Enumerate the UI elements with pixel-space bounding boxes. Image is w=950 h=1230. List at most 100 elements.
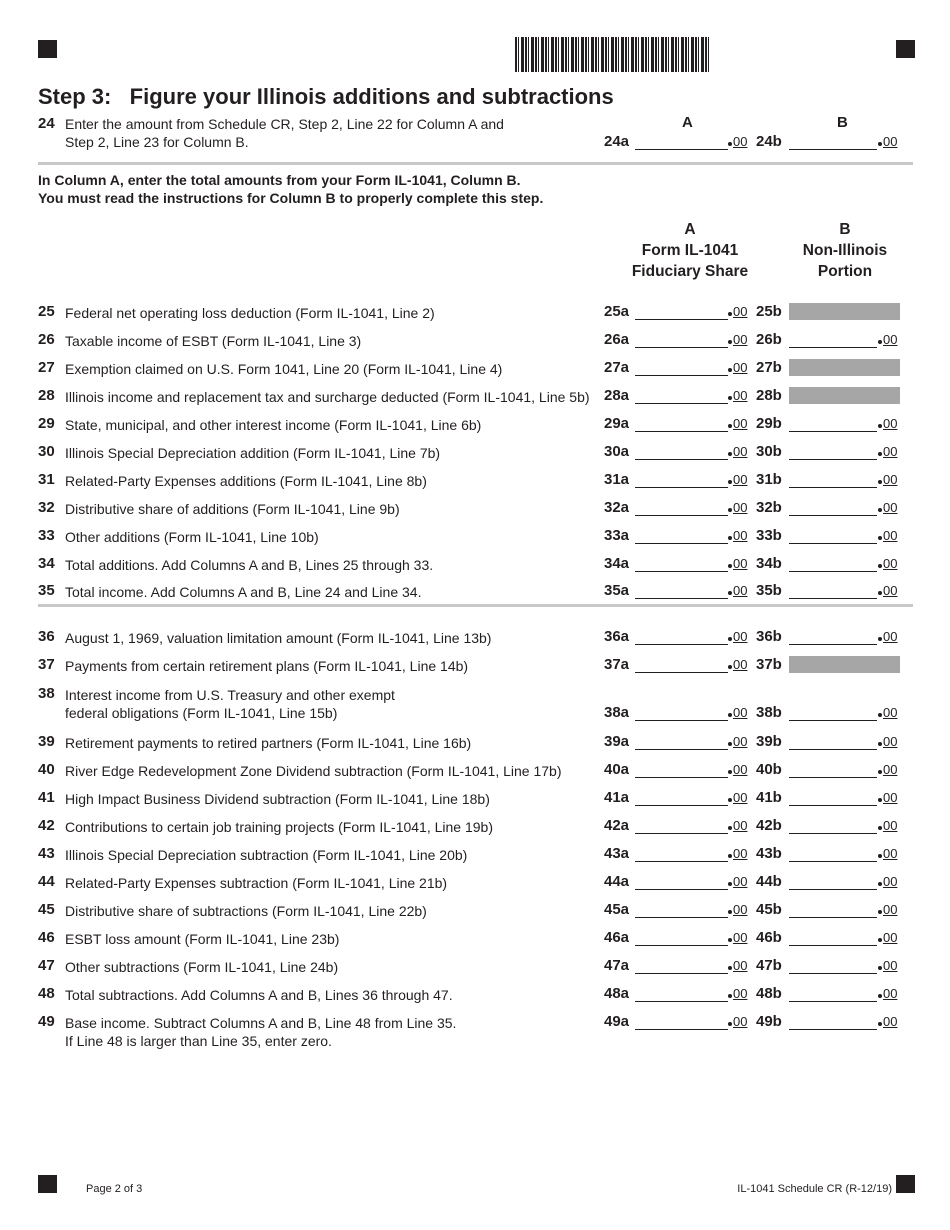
amount-input-b[interactable] bbox=[789, 431, 877, 432]
amount-input-b[interactable] bbox=[789, 777, 877, 778]
line-text-1: Total additions. Add Columns A and B, Li… bbox=[65, 557, 434, 573]
form-id: IL-1041 Schedule CR (R-12/19) bbox=[737, 1183, 892, 1195]
cents-a: 00 bbox=[728, 388, 747, 403]
amount-input-b[interactable] bbox=[789, 833, 877, 834]
cents-b: 00 bbox=[878, 528, 897, 543]
line-27-field-row: 27a 00 27b bbox=[0, 359, 950, 379]
cents-a: 00 bbox=[728, 818, 747, 833]
amount-input-b[interactable] bbox=[789, 644, 877, 645]
column-a-letter: A bbox=[682, 114, 693, 131]
line-number: 37 bbox=[38, 656, 55, 673]
amount-input-a[interactable] bbox=[635, 720, 728, 721]
amount-input-b[interactable] bbox=[789, 598, 877, 599]
cents-b: 00 bbox=[878, 790, 897, 805]
amount-input-a[interactable] bbox=[635, 945, 728, 946]
line-30-field-row: 30a 00 30b 00 bbox=[0, 443, 950, 463]
amount-input-b[interactable] bbox=[789, 149, 877, 150]
line-text-1: Enter the amount from Schedule CR, Step … bbox=[65, 116, 504, 132]
amount-input-a[interactable] bbox=[635, 1029, 728, 1030]
cents-b: 00 bbox=[878, 629, 897, 644]
line-text-1: August 1, 1969, valuation limitation amo… bbox=[65, 630, 492, 646]
line-text: Illinois Special Depreciation addition (… bbox=[65, 444, 440, 462]
amount-input-a[interactable] bbox=[635, 571, 728, 572]
line-number: 46 bbox=[38, 929, 55, 946]
amount-input-a[interactable] bbox=[635, 431, 728, 432]
amount-input-a[interactable] bbox=[635, 1001, 728, 1002]
field-label-b: 45b bbox=[756, 901, 782, 918]
line-text-1: Illinois income and replacement tax and … bbox=[65, 389, 590, 405]
line-number: 28 bbox=[38, 387, 55, 404]
cents-a: 00 bbox=[728, 930, 747, 945]
line-number: 25 bbox=[38, 303, 55, 320]
amount-input-a[interactable] bbox=[635, 672, 728, 673]
amount-input-b[interactable] bbox=[789, 917, 877, 918]
field-label-b: 44b bbox=[756, 873, 782, 890]
amount-input-a[interactable] bbox=[635, 598, 728, 599]
line-text: Retirement payments to retired partners … bbox=[65, 734, 471, 752]
page-title: Step 3: Figure your Illinois additions a… bbox=[38, 84, 614, 109]
line-text-1: River Edge Redevelopment Zone Dividend s… bbox=[65, 763, 562, 779]
amount-input-a[interactable] bbox=[635, 644, 728, 645]
amount-input-a[interactable] bbox=[635, 375, 728, 376]
line-40-field-row: 40a 00 40b 00 bbox=[0, 761, 950, 781]
amount-input-b[interactable] bbox=[789, 1001, 877, 1002]
line-number: 30 bbox=[38, 443, 55, 460]
field-label-a: 49a bbox=[604, 1013, 630, 1030]
amount-input-a[interactable] bbox=[635, 543, 728, 544]
amount-input-a[interactable] bbox=[635, 459, 728, 460]
amount-input-b[interactable] bbox=[789, 861, 877, 862]
amount-input-a[interactable] bbox=[635, 347, 728, 348]
field-label-b: 27b bbox=[756, 359, 782, 376]
cents-b: 00 bbox=[878, 1014, 897, 1029]
amount-input-b[interactable] bbox=[789, 543, 877, 544]
shaded-box-b bbox=[789, 656, 900, 673]
field-label-b: 38b bbox=[756, 704, 782, 721]
line-number: 48 bbox=[38, 985, 55, 1002]
cents-a: 00 bbox=[728, 1014, 747, 1029]
line-number: 40 bbox=[38, 761, 55, 778]
amount-input-b[interactable] bbox=[789, 487, 877, 488]
amount-input-a[interactable] bbox=[635, 833, 728, 834]
amount-input-b[interactable] bbox=[789, 571, 877, 572]
line-text: State, municipal, and other interest inc… bbox=[65, 416, 481, 434]
amount-input-b[interactable] bbox=[789, 945, 877, 946]
field-label-b: 33b bbox=[756, 527, 782, 544]
amount-input-a[interactable] bbox=[635, 973, 728, 974]
amount-input-b[interactable] bbox=[789, 459, 877, 460]
line-text: Related-Party Expenses additions (Form I… bbox=[65, 472, 427, 490]
amount-input-b[interactable] bbox=[789, 1029, 877, 1030]
field-label-b: 32b bbox=[756, 499, 782, 516]
cents-a: 00 bbox=[728, 874, 747, 889]
amount-input-b[interactable] bbox=[789, 749, 877, 750]
cents-a: 00 bbox=[728, 762, 747, 777]
field-label-a: 45a bbox=[604, 901, 630, 918]
amount-input-b[interactable] bbox=[789, 889, 877, 890]
amount-input-a[interactable] bbox=[635, 777, 728, 778]
amount-input-a[interactable] bbox=[635, 319, 728, 320]
amount-input-a[interactable] bbox=[635, 149, 728, 150]
line-number: 44 bbox=[38, 873, 55, 890]
line-text: Total income. Add Columns A and B, Line … bbox=[65, 583, 421, 601]
line-text-1: Distributive share of additions (Form IL… bbox=[65, 501, 400, 517]
field-label-a: 47a bbox=[604, 957, 630, 974]
amount-input-a[interactable] bbox=[635, 889, 728, 890]
amount-input-a[interactable] bbox=[635, 861, 728, 862]
amount-input-a[interactable] bbox=[635, 749, 728, 750]
amount-input-b[interactable] bbox=[789, 805, 877, 806]
column-title: Non-Illinois bbox=[802, 242, 888, 259]
line-number: 42 bbox=[38, 817, 55, 834]
amount-input-b[interactable] bbox=[789, 720, 877, 721]
amount-input-a[interactable] bbox=[635, 403, 728, 404]
line-number: 29 bbox=[38, 415, 55, 432]
amount-input-a[interactable] bbox=[635, 917, 728, 918]
line-text-1: Other additions (Form IL-1041, Line 10b) bbox=[65, 529, 319, 545]
amount-input-b[interactable] bbox=[789, 347, 877, 348]
line-text: Base income. Subtract Columns A and B, L… bbox=[65, 1014, 456, 1050]
line-text-2: If Line 48 is larger than Line 35, enter… bbox=[65, 1033, 332, 1049]
amount-input-b[interactable] bbox=[789, 515, 877, 516]
amount-input-a[interactable] bbox=[635, 515, 728, 516]
amount-input-a[interactable] bbox=[635, 487, 728, 488]
amount-input-a[interactable] bbox=[635, 805, 728, 806]
amount-input-b[interactable] bbox=[789, 973, 877, 974]
cents-a: 00 bbox=[728, 416, 747, 431]
